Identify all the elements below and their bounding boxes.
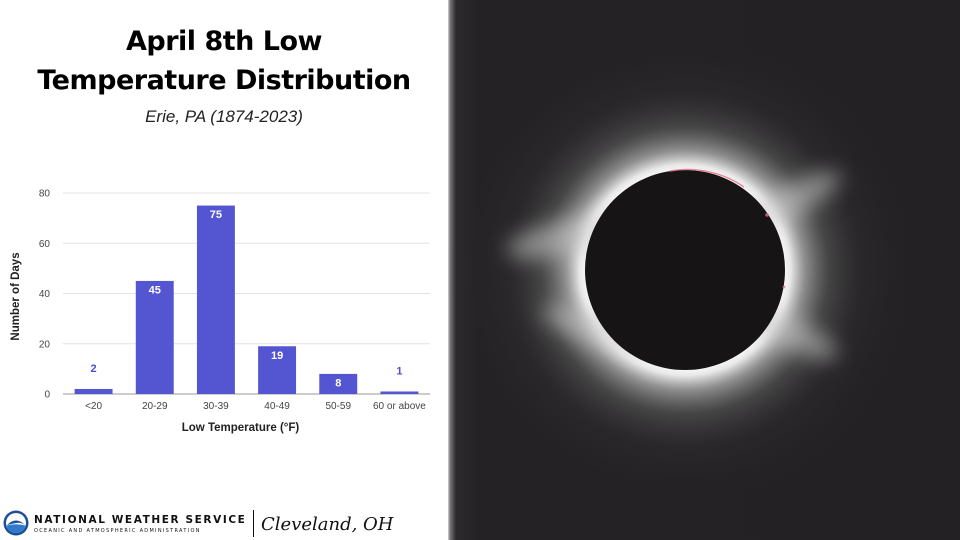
bar: [196, 205, 235, 394]
data-label: 19: [271, 350, 283, 362]
office-name: Cleveland, OH: [261, 514, 394, 535]
chart-title: April 8th Low Temperature Distribution: [0, 22, 448, 100]
y-tick-label: 60: [39, 239, 51, 250]
data-label: 8: [335, 377, 341, 389]
x-tick-label: 60 or above: [373, 401, 426, 412]
footer: NATIONAL WEATHER SERVICE OCEANIC AND ATM…: [0, 506, 448, 540]
x-tick-label: 50-59: [325, 401, 351, 412]
data-label: 1: [396, 365, 402, 377]
bar: [380, 391, 419, 394]
y-tick-label: 20: [39, 339, 51, 350]
eclipse-photo: [448, 0, 960, 540]
chart-panel: April 8th Low Temperature Distribution E…: [0, 0, 448, 540]
y-axis-title: Number of Days: [10, 252, 22, 340]
gridlines: [63, 192, 430, 395]
bar: [74, 388, 113, 394]
bars: [74, 205, 419, 394]
bar: [258, 346, 297, 394]
data-label: 45: [149, 284, 161, 296]
total-solar-eclipse-icon: [448, 30, 925, 510]
x-tick-labels: <20 20-29 30-39 40-49 50-59 60 or above: [85, 401, 426, 412]
noaa-logo-icon: [3, 510, 29, 536]
data-label: 75: [210, 209, 222, 221]
data-labels: 2 45 75 19 8 1: [91, 209, 403, 389]
y-tick-label: 40: [39, 289, 51, 300]
data-label: 2: [91, 363, 97, 375]
x-tick-label: 40-49: [264, 401, 290, 412]
y-tick-label: 0: [44, 390, 50, 401]
x-tick-label: 20-29: [142, 401, 168, 412]
bar: [319, 373, 358, 394]
agency-subtitle: OCEANIC AND ATMOSPHERIC ADMINISTRATION: [34, 528, 201, 534]
agency-name: NATIONAL WEATHER SERVICE: [34, 514, 247, 526]
title-line-1: April 8th Low: [126, 26, 322, 57]
x-tick-label: 30-39: [203, 401, 229, 412]
bar-chart: 0 20 40 60 80 2 45 75 19 8 1 <20 20-29 30-39 40-49 50…: [10, 189, 430, 434]
y-tick-labels: 0 20 40 60 80: [39, 189, 51, 401]
y-tick-label: 80: [39, 189, 51, 200]
bar: [135, 280, 174, 394]
title-line-2: Temperature Distribution: [37, 65, 411, 96]
x-axis-title: Low Temperature (°F): [182, 422, 300, 434]
footer-divider: [253, 510, 254, 537]
chart-subtitle: Erie, PA (1874-2023): [145, 107, 303, 126]
moon-disk: [585, 170, 785, 370]
x-tick-label: <20: [85, 401, 102, 412]
